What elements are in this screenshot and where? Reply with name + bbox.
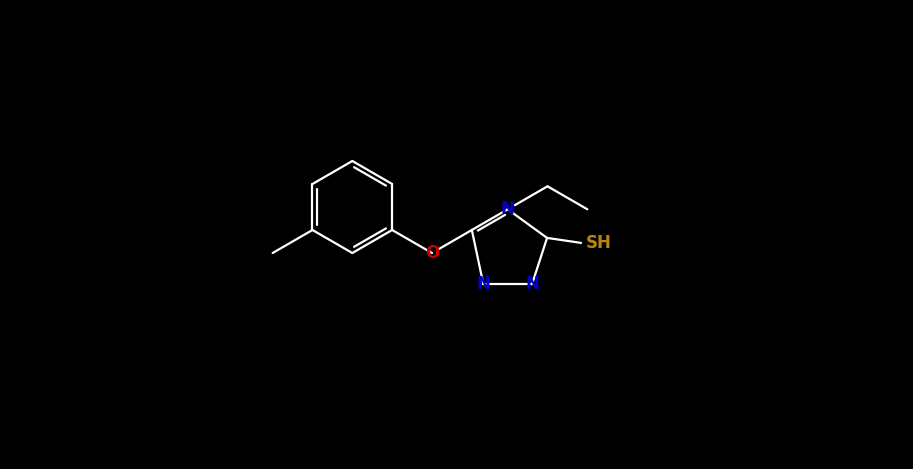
Text: N: N <box>525 275 539 293</box>
Text: SH: SH <box>586 234 612 252</box>
Text: N: N <box>477 275 490 293</box>
Text: O: O <box>425 244 439 262</box>
Text: N: N <box>500 200 515 218</box>
